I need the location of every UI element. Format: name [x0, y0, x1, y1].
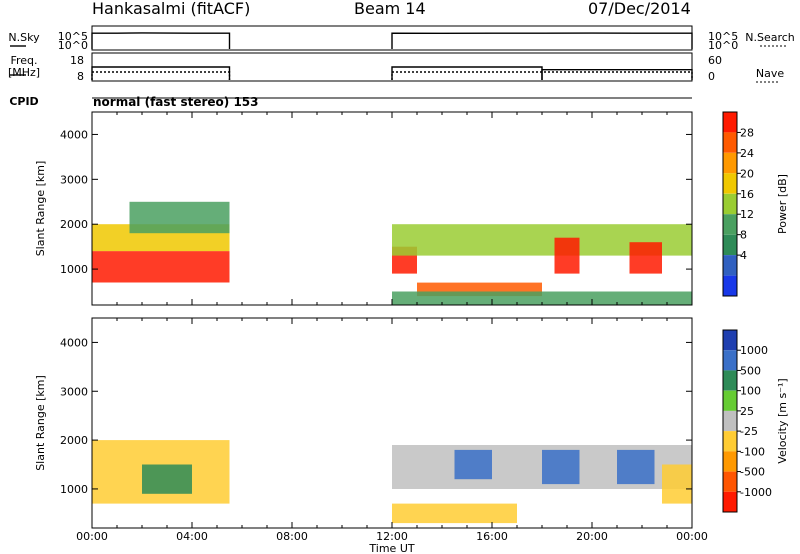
velocity-cbtick-label-1: 500: [740, 364, 761, 377]
nsky-label: N.Sky: [8, 31, 40, 44]
velocity-cbtick-label-6: -500: [740, 466, 765, 479]
velocity-colorbar-frame: [722, 329, 738, 513]
velocity-cbtick-label-5: -100: [740, 445, 765, 458]
power-colorbar-band-5: [723, 214, 737, 235]
power-colorbar-band-0: [723, 112, 737, 133]
series-nave-seg-2: [541, 69, 693, 80]
nsky-tick-top: 10^5: [57, 30, 88, 43]
nsearch-tick-top: 10^5: [708, 30, 739, 43]
velocity-cbtick-label-3: 25: [740, 405, 754, 418]
xtick-label-5: 20:00: [576, 530, 608, 543]
velocity-colorbar-band-1: [723, 350, 737, 371]
velocity-colorbar-band-3: [723, 390, 737, 411]
velocity-colorbar-band-2: [723, 370, 737, 391]
velocity-cbtick-label-2: 100: [740, 385, 761, 398]
velocity-ytick-label-0: 4000: [60, 336, 88, 349]
freq-tick-bottom: 8: [77, 70, 84, 83]
nave-label: Nave: [755, 67, 785, 80]
power-ytick-label-0: 4000: [60, 128, 88, 141]
velocity-ytick-label-1: 3000: [60, 385, 88, 398]
series-nave-seg-0: [91, 66, 231, 80]
nsearch-label: N.Search: [745, 31, 795, 44]
nsky-tick-bottom: 10^0: [57, 39, 88, 52]
xaxis-label: Time UT: [368, 542, 414, 554]
velocity-colorbar-band-4: [723, 410, 737, 432]
power-ytick-label-3: 1000: [60, 263, 88, 276]
power-colorbar-band-2: [723, 152, 737, 174]
power-ylabel: Slant Range [km]: [34, 161, 47, 257]
data-blob-velocity-3: [454, 449, 492, 480]
data-blob-velocity-6: [392, 503, 517, 524]
freq-label-1: Freq.: [10, 54, 38, 67]
power-colorbar-band-8: [723, 275, 737, 296]
data-blob-velocity-4: [542, 449, 580, 485]
xtick-label-2: 08:00: [276, 530, 308, 543]
power-colorbar-band-3: [723, 173, 737, 194]
power-colorbar-band-1: [723, 132, 737, 153]
nave-tick-bottom: 0: [708, 70, 715, 83]
power-colorbar-band-4: [723, 193, 737, 215]
velocity-colorbar-band-7: [723, 471, 737, 492]
data-blob-power-6: [554, 237, 580, 274]
power-cbtick-label-1: 24: [740, 147, 754, 160]
series-freq-seg-0: [91, 71, 231, 80]
power-cbtick-label-6: 4: [740, 249, 747, 262]
velocity-colorbar-band-8: [723, 491, 737, 512]
velocity-cbtick-label-7: -1000: [740, 486, 772, 499]
date-title: 07/Dec/2014: [588, 0, 691, 18]
radar-title: Hankasalmi (fitACF): [92, 0, 251, 18]
power-colorbar-band-6: [723, 234, 737, 256]
power-colorbar-frame: [722, 111, 738, 297]
velocity-ytick-label-2: 2000: [60, 434, 88, 447]
velocity-colorbar-band-0: [723, 330, 737, 351]
xtick-label-6: 00:00: [676, 530, 708, 543]
freq-tick-top: 18: [70, 54, 84, 67]
velocity-cbtick-label-4: -25: [740, 425, 758, 438]
xtick-label-0: 00:00: [76, 530, 108, 543]
xtick-label-1: 04:00: [176, 530, 208, 543]
data-blob-power-0: [92, 251, 230, 283]
velocity-colorbar-band-6: [723, 451, 737, 472]
data-blob-velocity-1: [142, 464, 192, 494]
series-nsky-seg-0: [91, 32, 231, 49]
power-cbtick-label-2: 20: [740, 167, 754, 180]
data-blob-power-7: [629, 242, 662, 274]
power-cbtick-label-5: 8: [740, 229, 747, 242]
velocity-ylabel: Slant Range [km]: [34, 375, 47, 471]
velocity-colorbar-band-5: [723, 431, 737, 452]
cpid-text: normal (fast stereo) 153: [93, 95, 259, 109]
power-cbtick-label-4: 12: [740, 208, 754, 221]
cpid-label: CPID: [9, 95, 39, 108]
velocity-cbtick-label-0: 1000: [740, 344, 768, 357]
velocity-ytick-label-3: 1000: [60, 483, 88, 496]
nave-tick-top: 60: [708, 54, 722, 67]
series-nave-seg-1: [391, 66, 543, 80]
power-cbtick-label-0: 28: [740, 126, 754, 139]
data-blob-velocity-7: [662, 464, 692, 504]
power-colorbar-label: Power [dB]: [776, 174, 789, 234]
data-blob-power-8: [392, 291, 692, 305]
power-colorbar-band-7: [723, 255, 737, 276]
velocity-colorbar-label: Velocity [m s⁻¹]: [776, 378, 789, 463]
series-nsky-seg-1: [391, 32, 693, 49]
data-blob-velocity-5: [617, 449, 655, 485]
power-ytick-label-2: 2000: [60, 218, 88, 231]
nsearch-tick-bottom: 10^0: [708, 39, 739, 52]
data-blob-power-2: [129, 201, 230, 234]
power-cbtick-label-3: 16: [740, 188, 754, 201]
xtick-label-3: 12:00: [376, 530, 408, 543]
power-ytick-label-1: 3000: [60, 173, 88, 186]
xtick-label-4: 16:00: [476, 530, 508, 543]
beam-title: Beam 14: [354, 0, 426, 18]
